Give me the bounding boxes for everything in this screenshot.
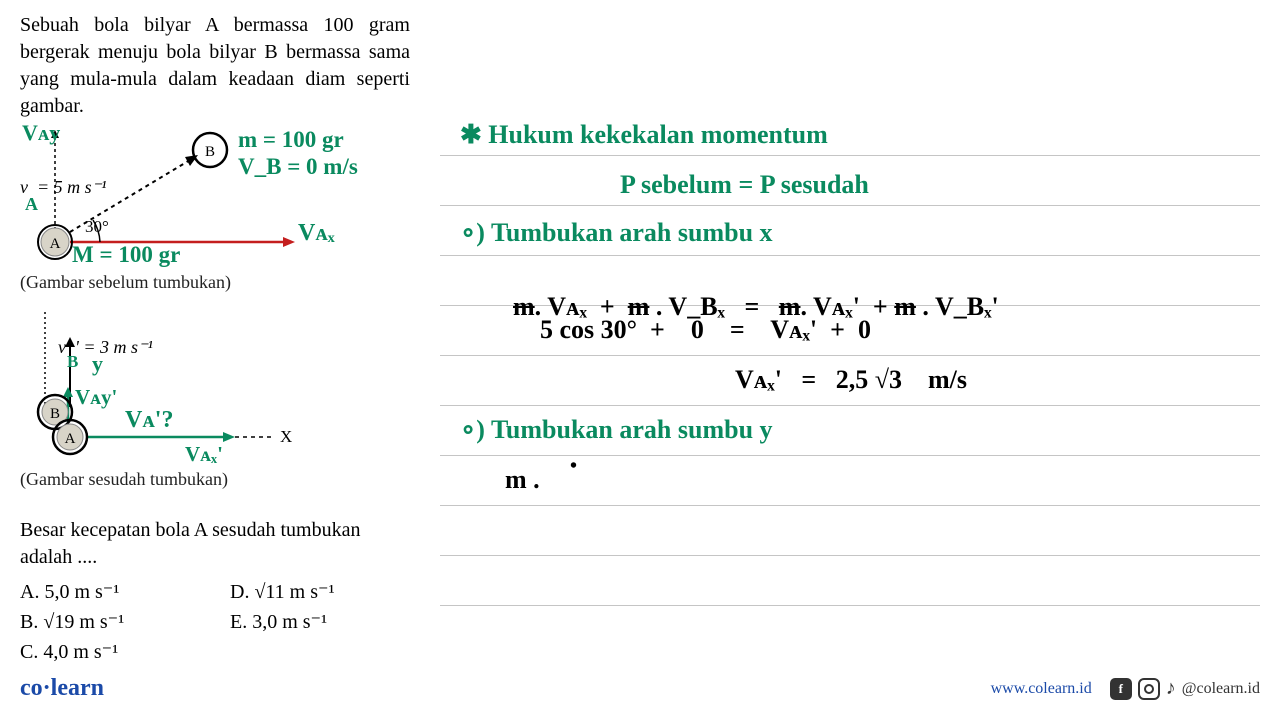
option-b: B. √19 m s⁻¹ <box>20 607 190 637</box>
footer: co·learn www.colearn.id f ♪ @colearn.id <box>20 675 1260 702</box>
annot-vax2: Vᴀₓ' <box>185 442 223 467</box>
brand-logo: co·learn <box>20 675 104 702</box>
notebook-line <box>440 555 1260 556</box>
work-line3: ∘) Tumbukan arah sumbu y <box>460 415 773 445</box>
vb-sub: B <box>67 352 78 372</box>
question-text: Besar kecepatan bola A sesudah tumbukan … <box>20 517 410 571</box>
work-title: ✱ Hukum kekekalan momentum <box>460 120 828 150</box>
options: A. 5,0 m s⁻¹ D. √11 m s⁻¹ B. √19 m s⁻¹ E… <box>20 577 410 667</box>
x-label: X <box>280 427 292 447</box>
annot-y2: y <box>92 351 103 377</box>
svg-text:A: A <box>65 431 76 447</box>
work-eq4: m . <box>505 465 540 495</box>
svg-text:B: B <box>50 406 60 422</box>
instagram-icon <box>1138 678 1160 700</box>
work-line1: P sebelum = P sesudah <box>620 170 869 200</box>
annot-mb: m = 100 gr <box>238 127 344 153</box>
notebook-line <box>440 355 1260 356</box>
caption-before: (Gambar sebelum tumbukan) <box>20 272 231 293</box>
problem-text: Sebuah bola bilyar A bermassa 100 gram b… <box>20 12 410 120</box>
work-line2: ∘) Tumbukan arah sumbu x <box>460 218 773 248</box>
annot-vax: Vᴀₓ <box>298 220 335 247</box>
social-icons: f ♪ @colearn.id <box>1110 677 1260 700</box>
angle-label: 30° <box>85 217 109 237</box>
notebook-line <box>440 255 1260 256</box>
diagram-before: A B Vᴀy v = 5 m s⁻¹ A 30° m = 100 gr V_B… <box>20 122 400 277</box>
notebook-line <box>440 505 1260 506</box>
notebook-line <box>440 155 1260 156</box>
work-eq2: 5 cos 30° + 0 = Vᴀₓ' + 0 <box>540 315 871 345</box>
annot-vb: V_B = 0 m/s <box>238 154 358 180</box>
option-c: C. 4,0 m s⁻¹ <box>20 637 190 667</box>
svg-text:A: A <box>50 236 61 252</box>
caption-after: (Gambar sesudah tumbukan) <box>20 469 228 490</box>
work-eq1: m. Vᴀₓ + m . V_Bₓ = m. Vᴀₓ' + m . V_Bₓ' <box>500 262 999 322</box>
work-eq3: Vᴀₓ' = 2,5 √3 m/s <box>735 365 967 395</box>
option-d: D. √11 m s⁻¹ <box>230 577 400 607</box>
notebook-line <box>440 455 1260 456</box>
facebook-icon: f <box>1110 678 1132 700</box>
tiktok-icon: ♪ <box>1166 677 1176 700</box>
va-sub: A <box>25 194 38 215</box>
notebook-line <box>440 405 1260 406</box>
diagram-after: B A v ' = 3 m s⁻¹ B y Vᴀy' Vᴀ'? X Vᴀₓ' (… <box>20 307 400 482</box>
footer-handle: @colearn.id <box>1182 680 1260 698</box>
footer-url: www.colearn.id <box>991 680 1092 698</box>
cursor-dot: • <box>570 455 577 478</box>
svg-text:B: B <box>205 144 215 160</box>
annot-vay: Vᴀy <box>22 120 60 146</box>
notebook-line <box>440 605 1260 606</box>
option-e: E. 3,0 m s⁻¹ <box>230 607 400 637</box>
notebook-line <box>440 205 1260 206</box>
annot-vay2: Vᴀy' <box>75 385 117 410</box>
annot-ma: M = 100 gr <box>72 242 180 268</box>
option-a: A. 5,0 m s⁻¹ <box>20 577 190 607</box>
annot-va2: Vᴀ'? <box>125 407 173 434</box>
